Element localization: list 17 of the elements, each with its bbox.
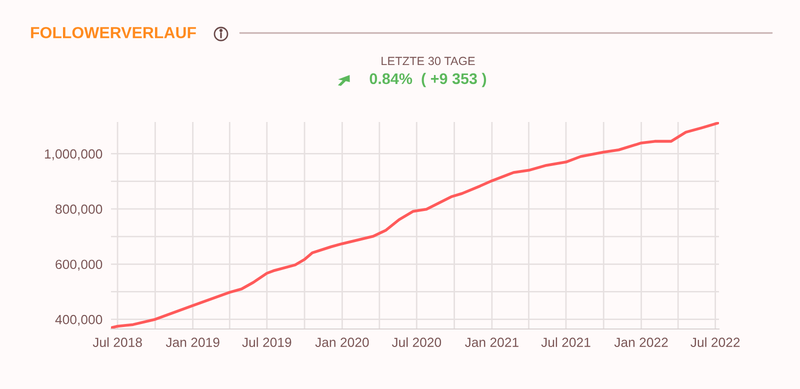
x-tick-label: Jul 2019 xyxy=(242,337,292,348)
y-tick-label: 1,000,000 xyxy=(44,149,102,160)
y-tick-label: 600,000 xyxy=(56,260,102,271)
x-tick-label: Jan 2021 xyxy=(464,338,518,348)
y-tick-label: 400,000 xyxy=(55,314,102,326)
y-tick-label: 800,000 xyxy=(56,204,102,216)
text: 0.84% ( +9 353 ) xyxy=(370,72,486,88)
x-tick-label: Jul 2022 xyxy=(690,337,740,348)
chart-subtitle: LETZTE 30 TAGE xyxy=(382,56,475,66)
x-tick-label: Jul 2021 xyxy=(541,337,590,348)
chart-title: FOLLOWERVERLAUF xyxy=(31,26,196,38)
x-tick-label: Jan 2022 xyxy=(614,338,668,348)
line-series xyxy=(111,122,719,329)
x-tick-label: Jan 2019 xyxy=(166,338,220,348)
x-tick-label: Jul 2020 xyxy=(392,337,442,348)
x-tick-label: Jul 2018 xyxy=(92,337,142,348)
x-tick-label: Jan 2020 xyxy=(315,338,369,348)
